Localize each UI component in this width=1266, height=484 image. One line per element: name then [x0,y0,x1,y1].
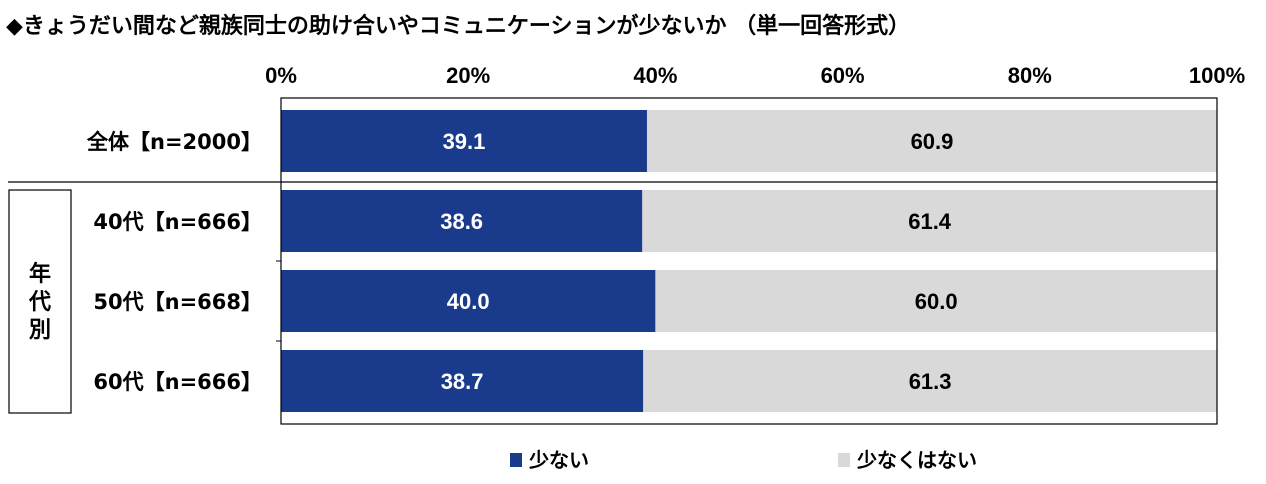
x-tick-label: 100% [1189,63,1245,88]
bar-segment-sukunakuhanai [646,110,1217,172]
bar-segment-sukunai [281,110,647,172]
data-label: 38.6 [440,209,483,234]
group-label-char: 年 [29,261,51,287]
category-label: 40代【n=666】 [93,210,262,234]
x-tick-label: 40% [633,63,677,88]
category-label: 全体【n=2000】 [86,130,262,154]
group-label-char: 別 [29,318,51,343]
bar-segment-sukunai [281,350,644,412]
legend-swatch [510,453,522,467]
bar-segment-sukunakuhanai [643,350,1217,412]
data-label: 38.7 [441,369,484,394]
group-label-char: 代 [28,290,51,315]
bar-segment-sukunakuhanai [655,270,1217,332]
bar-segment-sukunai [281,190,643,252]
chart-title: ◆きょうだい間など親族同士の助け合いやコミュニケーションが少ないか （単一回答形… [6,14,911,39]
bar-segment-sukunai [281,270,656,332]
legend-swatch [838,453,850,467]
category-label: 50代【n=668】 [93,290,262,314]
legend-label: 少ない [528,448,589,472]
bar-segment-sukunakuhanai [642,190,1217,252]
x-tick-label: 0% [265,63,297,88]
x-tick-label: 80% [1008,63,1052,88]
data-label: 40.0 [447,289,490,314]
group-box [8,189,72,414]
legend-label: 少なくはない [856,448,977,472]
data-label: 61.4 [908,209,952,234]
x-tick-label: 60% [821,63,865,88]
data-label: 39.1 [443,129,486,154]
data-label: 60.0 [915,289,958,314]
category-label: 60代【n=666】 [93,370,262,394]
data-label: 60.9 [911,129,954,154]
x-tick-label: 20% [446,63,490,88]
data-label: 61.3 [909,369,952,394]
